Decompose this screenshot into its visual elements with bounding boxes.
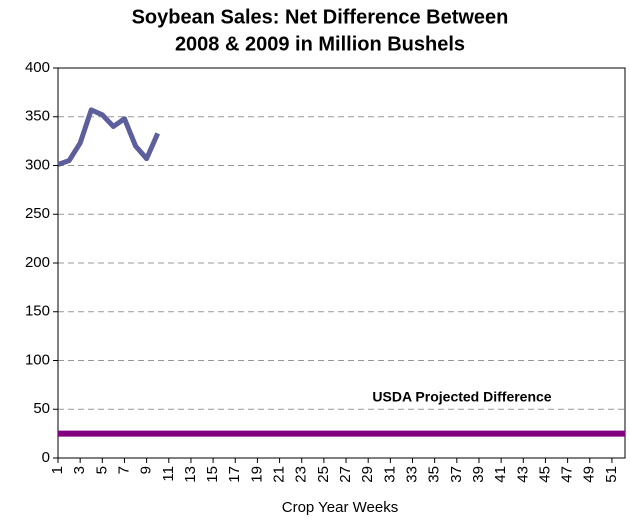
x-tick-label: 21	[271, 466, 288, 483]
x-tick-label: 39	[470, 466, 487, 483]
y-tick-label: 0	[42, 449, 50, 466]
y-tick-label: 350	[25, 108, 50, 125]
y-tick-label: 150	[25, 303, 50, 320]
chart-title: Soybean Sales: Net Difference Between	[132, 6, 509, 28]
y-tick-label: 400	[25, 59, 50, 76]
y-tick-label: 100	[25, 351, 50, 368]
x-tick-label: 11	[160, 466, 177, 482]
x-tick-label: 17	[226, 466, 243, 483]
x-tick-label: 29	[359, 466, 376, 483]
x-tick-label: 25	[315, 466, 332, 483]
x-tick-label: 7	[115, 466, 132, 474]
y-tick-label: 50	[33, 400, 50, 417]
plot-frame	[57, 67, 626, 459]
x-tick-label: 3	[71, 466, 88, 474]
data-line	[57, 107, 160, 167]
x-tick-label: 5	[93, 466, 110, 474]
x-tick-label: 41	[492, 466, 509, 483]
x-tick-label: 33	[403, 466, 420, 483]
x-tick-label: 1	[49, 466, 66, 474]
x-tick-label: 15	[204, 466, 221, 483]
x-tick-label: 19	[248, 466, 265, 483]
chart-title: 2008 & 2009 in Million Bushels	[175, 33, 465, 55]
reference-label: USDA Projected Difference	[372, 388, 551, 404]
x-tick-label: 35	[426, 466, 443, 483]
x-tick-label: 43	[514, 466, 531, 483]
x-tick-label: 45	[536, 466, 553, 483]
y-tick-label: 200	[25, 254, 50, 271]
y-tick-label: 300	[25, 156, 50, 173]
x-tick-label: 49	[581, 466, 598, 483]
y-tick-label: 250	[25, 205, 50, 222]
x-tick-label: 47	[559, 466, 576, 483]
x-tick-label: 13	[182, 466, 199, 483]
x-tick-label: 51	[603, 466, 620, 483]
x-tick-label: 23	[293, 466, 310, 483]
x-tick-label: 27	[337, 466, 354, 483]
x-tick-label: 31	[381, 466, 398, 483]
x-axis-label: Crop Year Weeks	[282, 499, 398, 516]
x-tick-label: 37	[448, 466, 465, 483]
x-tick-label: 9	[138, 466, 155, 474]
